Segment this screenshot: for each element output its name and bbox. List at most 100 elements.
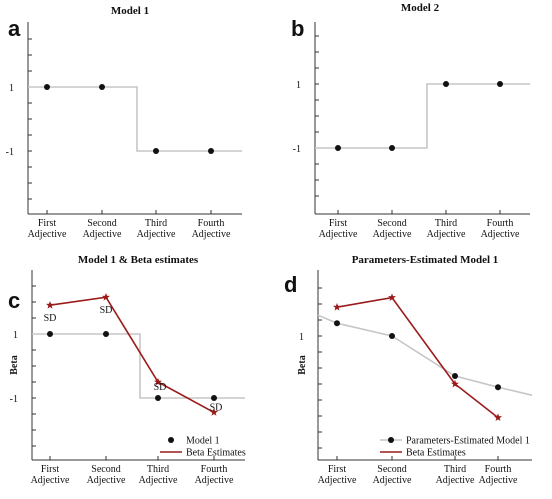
x-tick-label-line: Third — [444, 464, 466, 475]
x-tick-label: First Adjective — [31, 464, 70, 486]
x-tick-label: Third Adjective — [427, 218, 466, 240]
x-tick-label-line: Adjective — [436, 475, 475, 486]
y-tick-label: 1 — [296, 80, 301, 91]
x-tick-label-line: Second — [87, 218, 116, 229]
data-point — [334, 320, 340, 327]
beta-star-marker — [102, 293, 110, 301]
x-tick-label-line: Third — [147, 464, 169, 475]
beta-line — [336, 296, 499, 419]
fitted-line — [317, 314, 533, 396]
beta-star-marker — [46, 301, 54, 309]
data-point — [389, 333, 395, 339]
x-tick-label-line: Adjective — [373, 475, 412, 486]
data-point — [153, 148, 159, 154]
x-tick-label-line: Second — [377, 464, 406, 475]
x-tick-label-line: First — [38, 218, 57, 229]
beta-star-marker — [494, 413, 502, 421]
x-tick-label-line: Adjective — [137, 229, 176, 240]
sd-annotation: SD — [154, 382, 167, 393]
legend-swatch-point — [388, 437, 394, 443]
sd-annotation: SD — [100, 305, 113, 316]
data-point — [452, 373, 458, 379]
x-tick-label: First Adjective — [28, 218, 67, 240]
x-tick-label-line: Adjective — [479, 475, 518, 486]
legend-swatch-point — [168, 437, 174, 443]
x-tick-label-line: Adjective — [195, 475, 234, 486]
y-tick-label: 1 — [13, 330, 18, 341]
x-tick-label-line: Fourth — [201, 464, 228, 475]
x-tick-label-line: Adjective — [373, 229, 412, 240]
x-tick-label-line: Fourth — [485, 464, 512, 475]
beta-star-marker — [333, 303, 341, 311]
x-tick-label-line: First — [328, 464, 347, 475]
y-tick-label: 1 — [9, 83, 14, 94]
panel-letter: c — [8, 288, 20, 313]
x-tick-label-line: Fourth — [487, 218, 514, 229]
x-tick-label-line: Adjective — [427, 229, 466, 240]
data-point — [211, 395, 217, 401]
y-axis-label: Beta — [297, 355, 308, 374]
x-tick-label-line: Third — [435, 218, 457, 229]
data-point — [44, 84, 50, 90]
x-tick-label: First Adjective — [319, 218, 358, 240]
x-tick-label-line: Second — [377, 218, 406, 229]
chart-title: Model 1 — [111, 5, 149, 17]
x-tick-label-line: Second — [91, 464, 120, 475]
step-line — [32, 333, 245, 399]
x-tick-label-line: Adjective — [87, 475, 126, 486]
x-tick-label-line: Fourth — [198, 218, 225, 229]
x-tick-label-line: Third — [145, 218, 167, 229]
data-point — [99, 84, 105, 90]
y-axis-label: Beta — [9, 355, 20, 374]
x-tick-label-line: Adjective — [139, 475, 178, 486]
panel-letter: a — [8, 16, 21, 41]
x-tick-label: Second Adjective — [83, 218, 122, 240]
step-line — [315, 83, 530, 149]
data-point — [155, 395, 161, 401]
x-tick-label-line: Adjective — [83, 229, 122, 240]
data-point — [47, 331, 53, 337]
x-tick-label: First Adjective — [318, 464, 357, 486]
y-tick-label: 1 — [299, 332, 304, 343]
data-point — [389, 145, 395, 151]
x-tick-label-line: Adjective — [319, 229, 358, 240]
beta-star-marker — [210, 408, 218, 416]
x-tick-label: Fourth Adjective — [479, 464, 518, 486]
x-tick-label: Third Adjective — [137, 218, 176, 240]
x-tick-label-line: Adjective — [31, 475, 70, 486]
beta-star-marker — [154, 377, 162, 386]
x-tick-label: Fourth Adjective — [195, 464, 234, 486]
chart-title: Model 2 — [401, 2, 440, 14]
y-tick-label: -1 — [10, 394, 18, 405]
x-tick-label-line: First — [41, 464, 60, 475]
legend-label: Parameters-Estimated Model 1 — [406, 436, 530, 447]
legend-label: Beta Estimates — [406, 448, 466, 459]
x-tick-label: Fourth Adjective — [192, 218, 231, 240]
panel-letter: b — [291, 16, 304, 41]
x-tick-label: Fourth Adjective — [481, 218, 520, 240]
x-tick-label-line: Adjective — [481, 229, 520, 240]
data-point — [335, 145, 341, 151]
panel-letter: d — [284, 272, 297, 297]
legend-label: Beta Estimates — [186, 448, 246, 459]
x-tick-label-line: First — [329, 218, 348, 229]
chart-title: Model 1 & Beta estimates — [78, 254, 199, 266]
data-point — [103, 331, 109, 337]
data-point — [495, 384, 501, 391]
x-tick-label: Third Adjective — [436, 464, 475, 486]
step-line — [28, 86, 242, 152]
chart-title: Parameters-Estimated Model 1 — [352, 254, 499, 266]
x-tick-label: Third Adjective — [139, 464, 178, 486]
data-point — [208, 148, 214, 154]
beta-star-marker — [388, 293, 396, 301]
x-tick-label-line: Adjective — [192, 229, 231, 240]
sd-annotation: SD — [44, 313, 57, 324]
x-tick-label: Second Adjective — [373, 218, 412, 240]
beta-line — [49, 296, 215, 414]
x-tick-label-line: Adjective — [318, 475, 357, 486]
